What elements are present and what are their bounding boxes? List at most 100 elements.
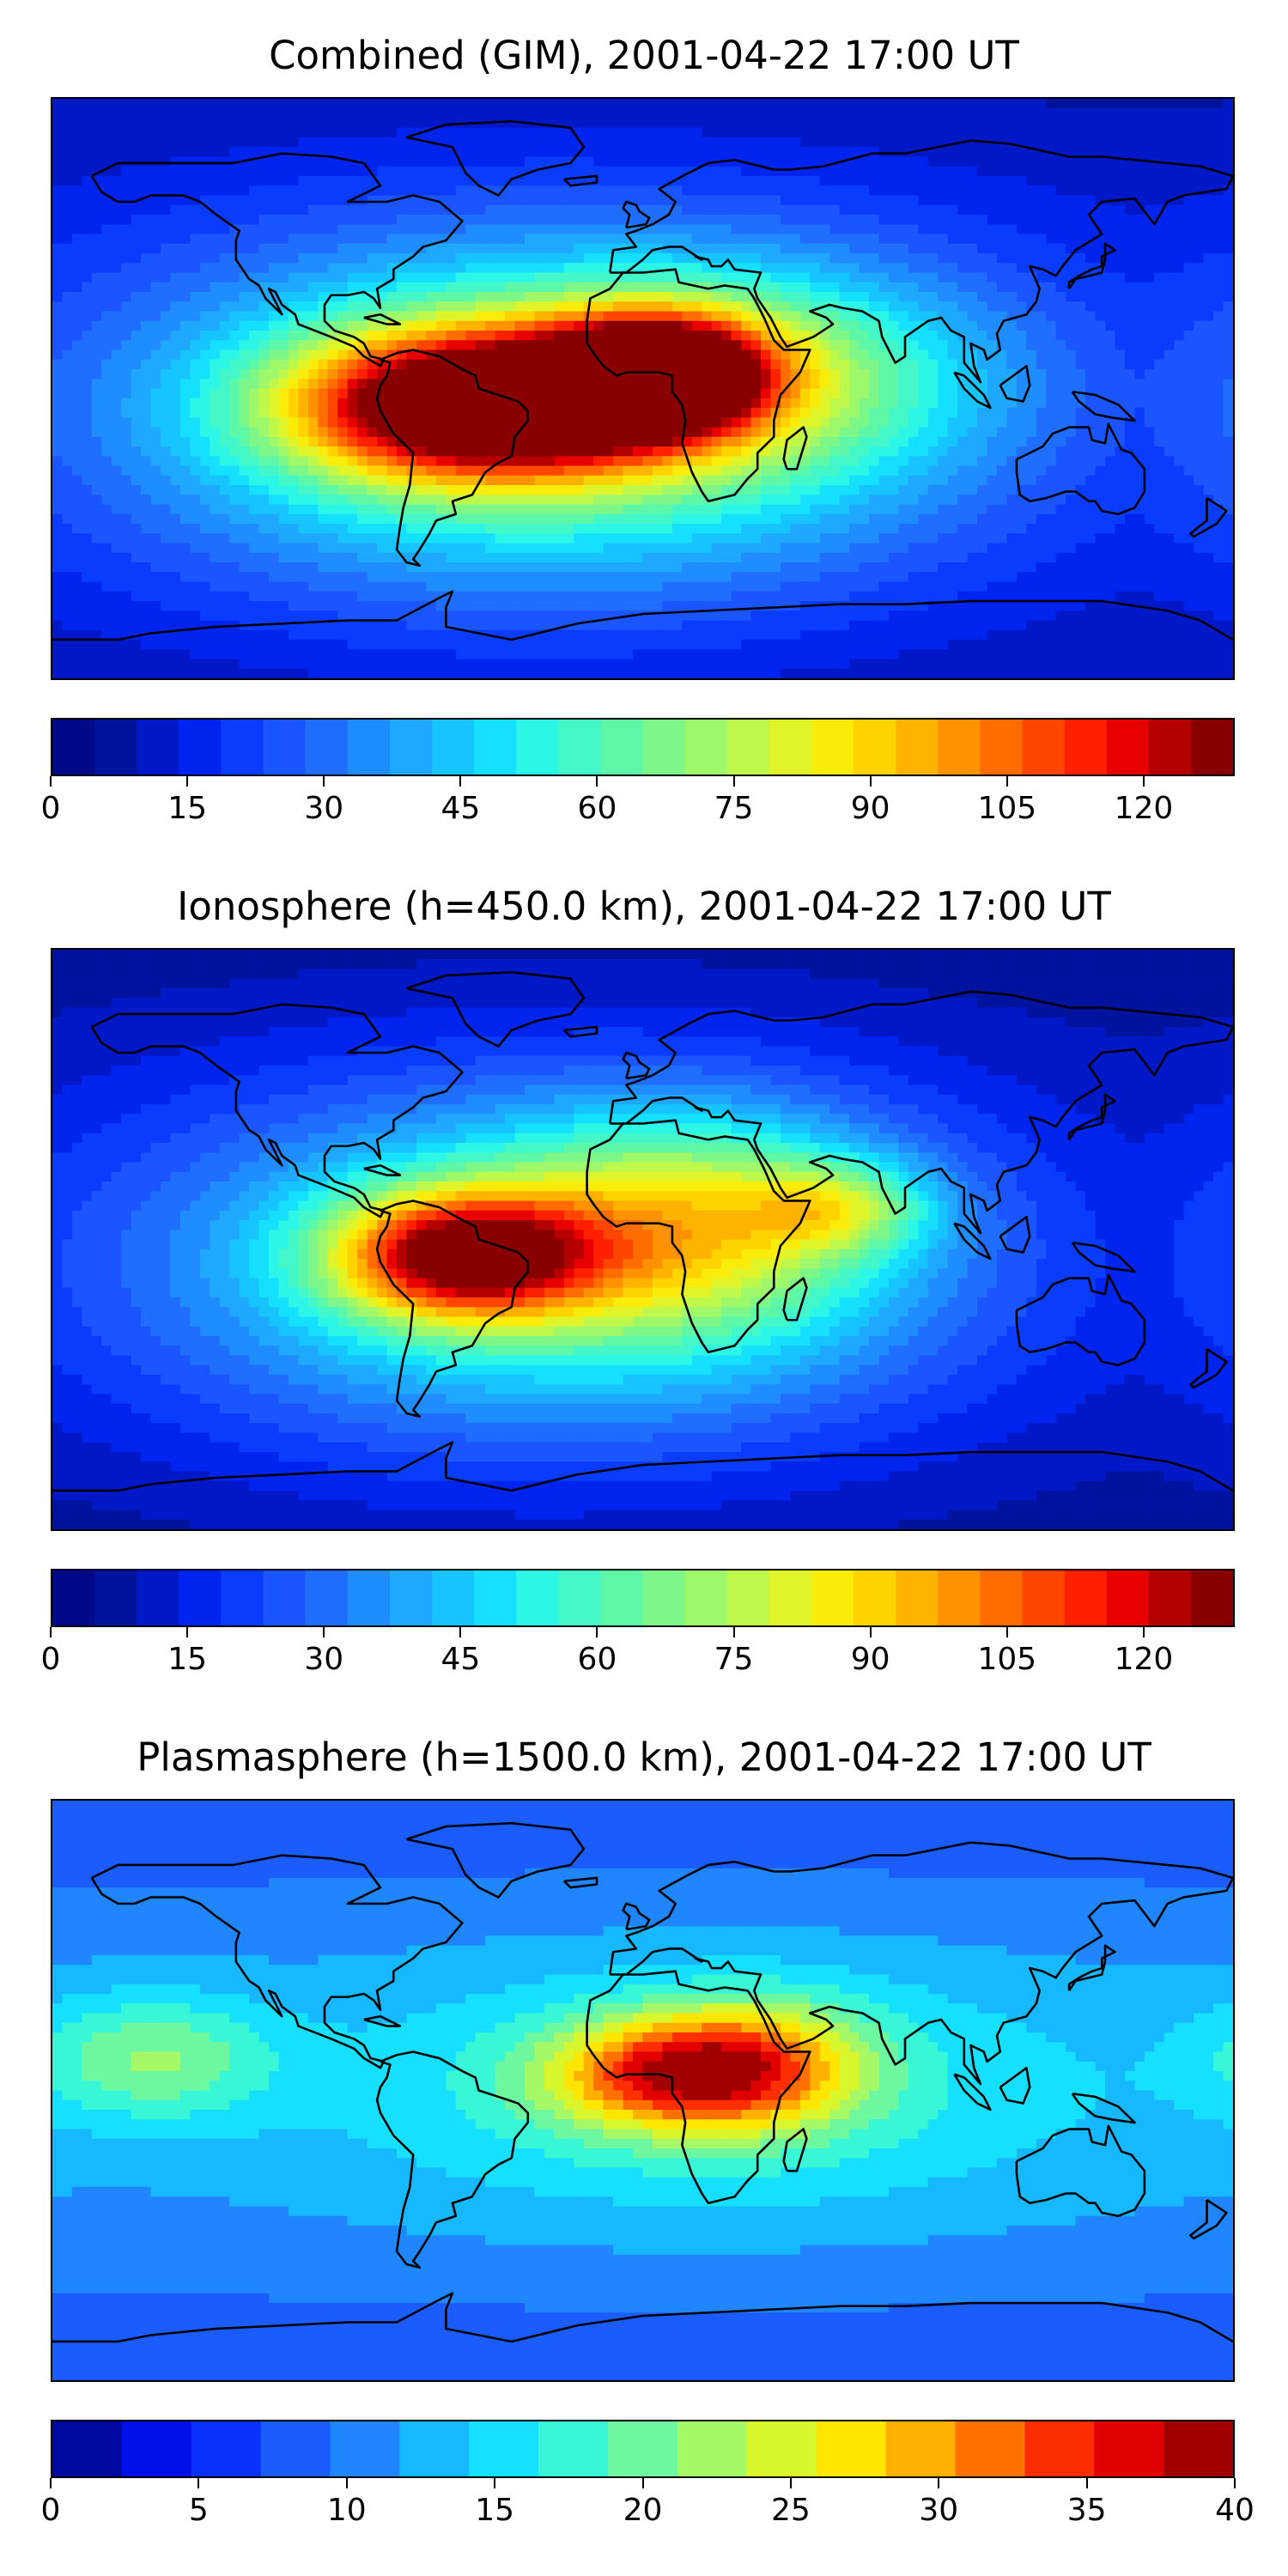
coastline [406,970,586,1048]
colorbar-tick-label: 15 [167,1644,207,1675]
colorbar-tick [1234,2478,1236,2488]
colorbar-tick-label: 120 [1115,1644,1174,1675]
colorbar-band [1190,720,1233,775]
colorbar-tick [789,2478,792,2488]
colorbar-band [1106,1571,1150,1625]
colorbar-band [896,1571,939,1625]
colorbar-tick-label: 35 [1067,2495,1107,2526]
colorbar-band [469,2421,539,2476]
colorbar-band [1024,2421,1095,2476]
colorbar-tick-label: 0 [41,2495,61,2526]
colorbar-tick-label: 45 [440,793,480,824]
colorbar-band [726,1571,770,1625]
chart-title-combined: Combined (GIM), 2001-04-22 17:00 UT [0,36,1288,75]
coastline [363,1163,402,1176]
colorbar-band [955,2421,1025,2476]
colorbar-ticks-ionosphere: 0 15 30 45 60 75 90 105 120 [41,1627,1235,1679]
coastline [953,1222,992,1261]
colorbar-band [347,720,391,775]
colorbar-band [811,720,854,775]
colorbar-band [260,2421,331,2476]
coastline [375,349,530,568]
colorbar-band [431,1571,475,1625]
colorbar-tick-label: 15 [475,2495,514,2526]
colorbar-band [179,1571,222,1625]
colorbar-band [854,720,896,775]
coastline [953,2073,992,2111]
chart-title-plasmasphere: Plasmasphere (h=1500.0 km), 2001-04-22 1… [0,1738,1288,1777]
colorbar-band [1148,1571,1192,1625]
colorbar-band [642,1571,686,1625]
coastline [953,371,992,410]
coastline [1189,1347,1228,1389]
colorbar-tick [50,1627,52,1637]
coastline [406,119,586,197]
coastline [1067,242,1116,290]
colorbar-tick-label: 15 [167,793,207,824]
coastline [782,1277,808,1321]
colorbar-tick [596,1627,598,1637]
coastline [1015,422,1146,516]
colorbar-band [263,1571,307,1625]
coastline [52,1441,1233,1492]
colorbar-band [474,720,517,775]
colorbar-band [938,720,981,775]
colorbar-tick [1005,776,1008,787]
colorbar-band [305,1571,349,1625]
colorbar-tick [1085,2478,1088,2488]
colorbar-plasmasphere [51,2420,1235,2478]
coastline [1067,1944,1116,1992]
coastline [52,590,1233,641]
colorbar-ticks-plasmasphere: 0 5 10 15 20 25 30 35 40 [41,2478,1255,2530]
colorbar-tick [50,776,52,787]
colorbar-band [746,2421,817,2476]
colorbar-band [1094,2421,1164,2476]
colorbar-band [399,2421,470,2476]
colorbar-band [137,720,179,775]
colorbar-tick [186,1627,189,1637]
colorbar-tick-label: 5 [189,2495,209,2526]
colorbar-tick-label: 90 [851,793,890,824]
colorbar-tick [459,1627,462,1637]
colorbar-band [538,2421,609,2476]
colorbar-tick-label: 90 [851,1644,890,1675]
colorbar-tick [459,776,462,787]
colorbar-band [516,720,559,775]
colorbar-band [389,1571,433,1625]
coastline [375,2050,530,2269]
colorbar-tick [869,1627,872,1637]
colorbar-band [816,2421,887,2476]
map-plasmasphere [51,1799,1235,2382]
colorbar-band [677,2421,748,2476]
coastline [1071,1241,1136,1273]
coastline [363,313,402,325]
colorbar-band [1064,1571,1108,1625]
colorbar-band [516,1571,559,1625]
colorbar-combined [51,718,1235,776]
colorbar-band [769,1571,812,1625]
colorbar-band [600,1571,644,1625]
colorbar-band [684,720,728,775]
colorbar-band [854,1571,896,1625]
coastline [52,2292,1233,2343]
colorbar-band [811,1571,854,1625]
coastline [90,152,464,368]
colorbar-tick-label: 60 [578,793,617,824]
colorbar-tick [1005,1627,1008,1637]
coastline [782,2128,808,2172]
colorbar-band [726,720,770,775]
colorbar-band [94,720,137,775]
colorbar-band [52,2421,123,2476]
colorbar-tick-label: 0 [41,793,61,824]
colorbar-band [980,720,1024,775]
colorbar-band [558,1571,601,1625]
coastline [622,1902,651,1931]
colorbar-tick-label: 75 [714,1644,754,1675]
coastline [363,2014,402,2027]
colorbar-band [179,720,222,775]
colorbar-tick [1142,776,1145,787]
colorbar-tick [1142,1627,1145,1637]
colorbar-band [137,1571,179,1625]
coastline [609,1841,1233,2086]
colorbar-tick-label: 30 [919,2495,958,2526]
